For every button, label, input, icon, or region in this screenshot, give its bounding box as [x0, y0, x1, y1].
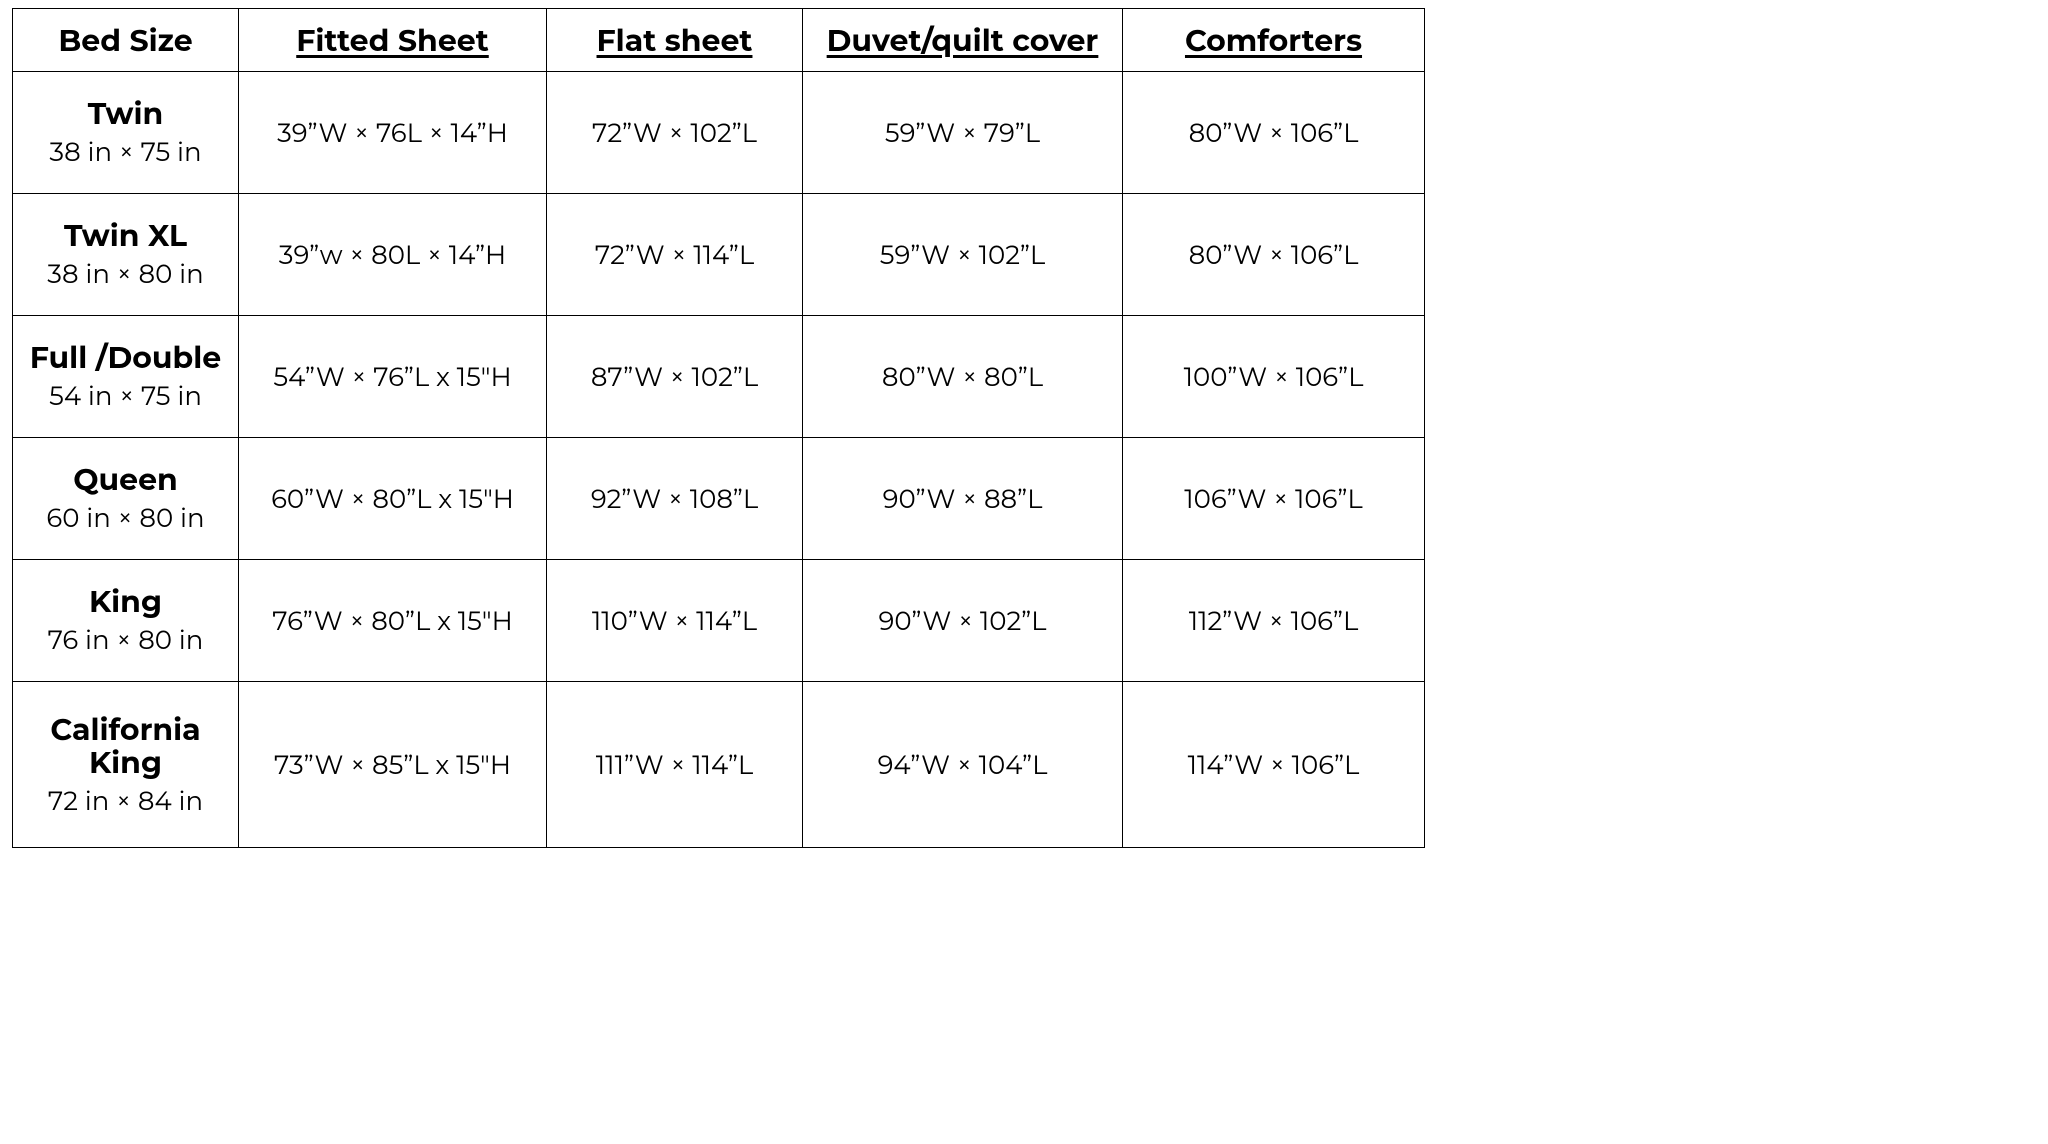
flat-sheet-cell: 72”W × 114”L [547, 194, 803, 316]
comforter-cell: 80”W × 106”L [1123, 194, 1425, 316]
fitted-sheet-cell: 60”W × 80”L x 15"H [239, 438, 547, 560]
comforter-cell: 100”W × 106”L [1123, 316, 1425, 438]
bed-size-dim: 54 in × 75 in [49, 380, 202, 412]
flat-sheet-cell: 92”W × 108”L [547, 438, 803, 560]
bed-size-name: King [89, 585, 162, 618]
bed-size-dim: 76 in × 80 in [48, 624, 204, 656]
fitted-sheet-cell: 39”w × 80L × 14”H [239, 194, 547, 316]
fitted-sheet-cell: 39”W × 76L × 14”H [239, 72, 547, 194]
comforter-cell: 80”W × 106”L [1123, 72, 1425, 194]
duvet-cell: 94”W × 104”L [803, 682, 1123, 848]
bed-size-name: Queen [73, 463, 178, 496]
bed-size-cell: Full /Double 54 in × 75 in [13, 316, 239, 438]
col-header-duvet: Duvet/quilt cover [803, 9, 1123, 72]
table-row: Full /Double 54 in × 75 in 54”W × 76”L x… [13, 316, 1425, 438]
bed-size-dim: 72 in × 84 in [48, 785, 203, 817]
bed-size-name: Twin [88, 97, 163, 130]
table-row: California King 72 in × 84 in 73”W × 85”… [13, 682, 1425, 848]
comforter-cell: 114”W × 106”L [1123, 682, 1425, 848]
table-container: Bed Size Fitted Sheet Flat sheet Duvet/q… [0, 0, 2048, 856]
bed-size-cell: Twin XL 38 in × 80 in [13, 194, 239, 316]
flat-sheet-cell: 111”W × 114”L [547, 682, 803, 848]
col-header-comforters: Comforters [1123, 9, 1425, 72]
bed-size-name: California King [19, 713, 232, 779]
duvet-cell: 59”W × 79”L [803, 72, 1123, 194]
flat-sheet-cell: 72”W × 102”L [547, 72, 803, 194]
duvet-cell: 90”W × 102”L [803, 560, 1123, 682]
table-row: Twin 38 in × 75 in 39”W × 76L × 14”H 72”… [13, 72, 1425, 194]
bed-size-dim: 38 in × 75 in [49, 136, 201, 168]
table-row: Queen 60 in × 80 in 60”W × 80”L x 15"H 9… [13, 438, 1425, 560]
flat-sheet-cell: 110”W × 114”L [547, 560, 803, 682]
table-row: King 76 in × 80 in 76”W × 80”L x 15"H 11… [13, 560, 1425, 682]
bed-size-dim: 38 in × 80 in [47, 258, 203, 290]
bed-size-cell: California King 72 in × 84 in [13, 682, 239, 848]
col-header-flat-sheet: Flat sheet [547, 9, 803, 72]
comforter-cell: 106”W × 106”L [1123, 438, 1425, 560]
bed-size-name: Twin XL [64, 219, 187, 252]
table-row: Twin XL 38 in × 80 in 39”w × 80L × 14”H … [13, 194, 1425, 316]
bed-size-cell: King 76 in × 80 in [13, 560, 239, 682]
duvet-cell: 80”W × 80”L [803, 316, 1123, 438]
col-header-fitted-sheet: Fitted Sheet [239, 9, 547, 72]
col-header-bed-size: Bed Size [13, 9, 239, 72]
fitted-sheet-cell: 76”W × 80”L x 15"H [239, 560, 547, 682]
fitted-sheet-cell: 73”W × 85”L x 15"H [239, 682, 547, 848]
comforter-cell: 112”W × 106”L [1123, 560, 1425, 682]
bed-size-name: Full /Double [30, 341, 221, 374]
fitted-sheet-cell: 54”W × 76”L x 15"H [239, 316, 547, 438]
bed-size-cell: Queen 60 in × 80 in [13, 438, 239, 560]
bed-size-cell: Twin 38 in × 75 in [13, 72, 239, 194]
duvet-cell: 90”W × 88”L [803, 438, 1123, 560]
flat-sheet-cell: 87”W × 102”L [547, 316, 803, 438]
bed-size-dim: 60 in × 80 in [46, 502, 204, 534]
duvet-cell: 59”W × 102”L [803, 194, 1123, 316]
table-header-row: Bed Size Fitted Sheet Flat sheet Duvet/q… [13, 9, 1425, 72]
bedding-size-table: Bed Size Fitted Sheet Flat sheet Duvet/q… [12, 8, 1425, 848]
